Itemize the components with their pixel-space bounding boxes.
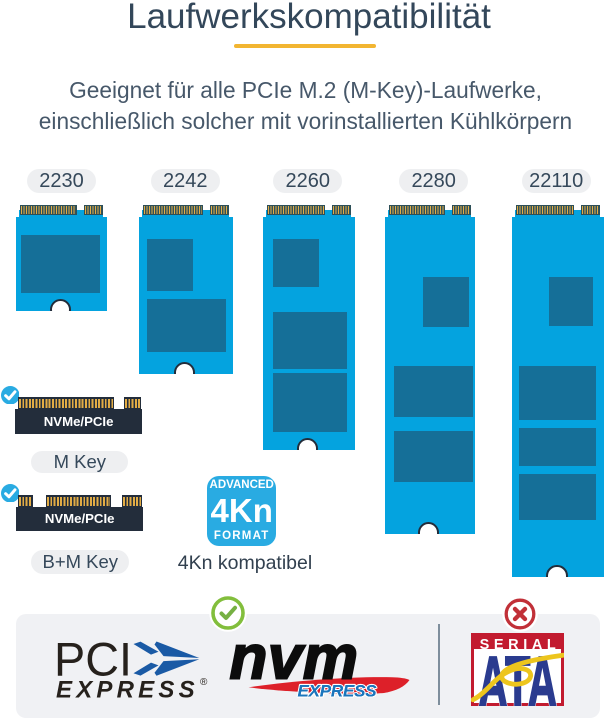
svg-text:®: ® xyxy=(200,677,208,688)
svg-text:EXPRESS: EXPRESS xyxy=(56,677,199,704)
svg-text:EXPRESS: EXPRESS xyxy=(298,682,378,701)
svg-text:nvm: nvm xyxy=(230,624,359,693)
svg-text:EXPRESS: EXPRESS xyxy=(298,682,378,701)
svg-text:PCI: PCI xyxy=(54,634,132,687)
svg-text:SERIAL: SERIAL xyxy=(479,637,560,653)
svg-text:ATA: ATA xyxy=(478,641,557,706)
svg-text:ATA: ATA xyxy=(478,641,557,706)
